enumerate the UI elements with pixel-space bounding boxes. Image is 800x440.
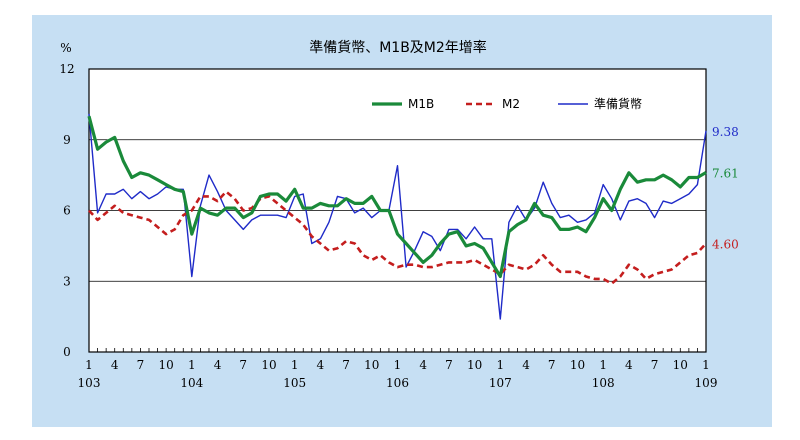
x-month-label: 10 [570, 358, 585, 372]
x-month-label: 7 [445, 358, 453, 372]
x-month-label: 1 [85, 358, 93, 372]
x-year-label: 105 [283, 376, 306, 390]
series-line-reserve [88, 113, 707, 320]
plot-area: 0 3 6 9 12 1 4 7 10 1 4 7 10 1 4 7 10 1 4 7 10 1 4 7 10 1 4 7 10 1 103… [59, 62, 738, 390]
x-month-label: 10 [261, 358, 276, 372]
x-year-label: 109 [695, 376, 718, 390]
series-line-m1b [87, 115, 707, 279]
x-month-label: 7 [342, 358, 350, 372]
y-tick-label: 0 [63, 345, 71, 359]
x-month-label: 4 [317, 358, 325, 372]
x-month-label: 10 [158, 358, 173, 372]
end-value-label-m2: 4.60 [712, 238, 739, 252]
chart-title: 準備貨幣、M1B及M2年增率 [309, 39, 487, 56]
x-month-label: 1 [394, 358, 402, 372]
x-month-label: 4 [522, 358, 530, 372]
x-month-label: 10 [467, 358, 482, 372]
series-line-m2 [88, 190, 707, 285]
y-tick-label: 3 [63, 274, 71, 288]
end-value-label-m1b: 7.61 [712, 167, 739, 181]
x-month-label: 1 [702, 358, 710, 372]
x-month-label: 7 [239, 358, 247, 372]
x-month-label: 1 [188, 358, 196, 372]
x-year-label: 104 [180, 376, 203, 390]
x-year-label: 106 [386, 376, 409, 390]
x-year-label: 103 [78, 376, 101, 390]
x-month-label: 4 [214, 358, 222, 372]
legend-label-reserve: 準備貨幣 [594, 96, 642, 111]
y-axis-unit-label: % [60, 41, 71, 55]
y-tick-label: 6 [63, 204, 71, 218]
legend-label-m2: M2 [502, 97, 520, 111]
x-month-label: 4 [111, 358, 119, 372]
x-month-label: 7 [548, 358, 556, 372]
x-month-label: 1 [497, 358, 505, 372]
x-month-label: 1 [599, 358, 607, 372]
x-month-label: 4 [625, 358, 633, 372]
end-value-label-reserve: 9.38 [712, 125, 739, 139]
x-year-label: 107 [489, 376, 512, 390]
y-tick-label: 9 [63, 133, 71, 147]
x-month-label: 10 [673, 358, 688, 372]
legend-label-m1b: M1B [408, 97, 434, 111]
x-month-label: 1 [291, 358, 299, 372]
x-month-label: 4 [419, 358, 427, 372]
x-month-label: 10 [364, 358, 379, 372]
y-tick-label: 12 [59, 62, 74, 76]
x-month-label: 7 [137, 358, 145, 372]
x-month-label: 7 [651, 358, 659, 372]
x-year-label: 108 [592, 376, 615, 390]
